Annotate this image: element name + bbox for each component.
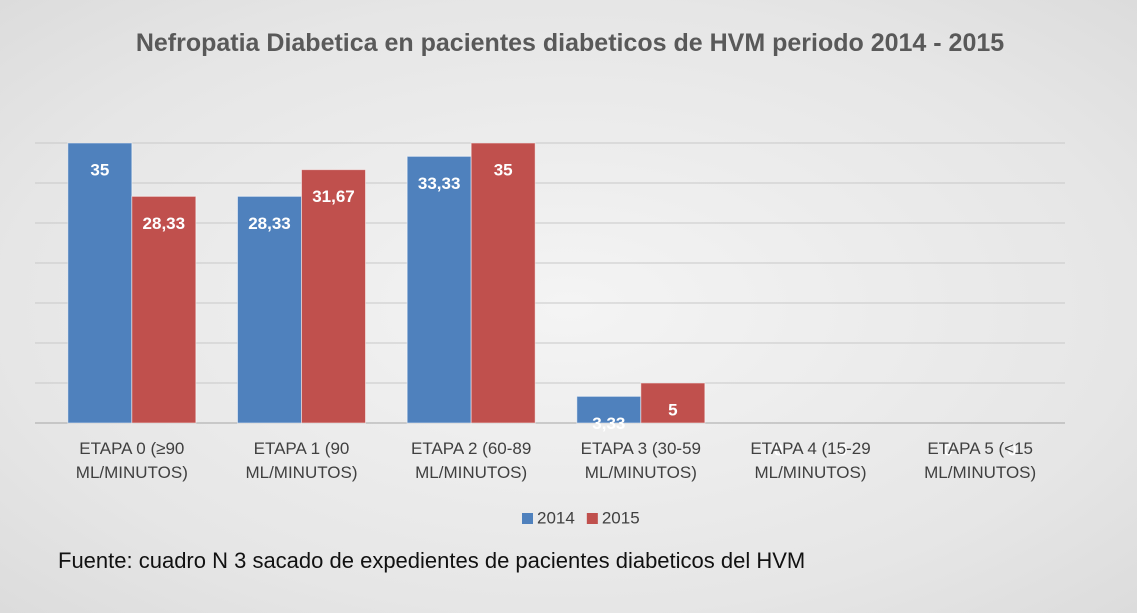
x-tick-label: ETAPA 3 (30-59 ML/MINUTOS) xyxy=(580,439,701,482)
value-label: 35 xyxy=(494,160,513,179)
bar xyxy=(640,382,706,424)
legend-label: 2015 xyxy=(602,508,640,527)
legend-swatch xyxy=(586,513,598,524)
x-tick-label: ETAPA 5 (<15 ML/MINUTOS) xyxy=(924,439,1037,482)
legend-label: 2014 xyxy=(537,508,575,527)
x-tick-label: ETAPA 4 (15-29 ML/MINUTOS) xyxy=(750,439,871,482)
source-note: Fuente: cuadro N 3 sacado de expedientes… xyxy=(58,548,806,573)
value-label: 0 xyxy=(774,440,783,459)
chart-title: Nefropatia Diabetica en pacientes diabet… xyxy=(135,29,1005,57)
bar xyxy=(470,142,536,424)
value-label: 31,67 xyxy=(312,187,355,206)
x-tick-label: ETAPA 2 (60-89 ML/MINUTOS) xyxy=(410,439,532,482)
bar xyxy=(67,142,133,424)
value-label: 3,33 xyxy=(592,414,625,433)
value-label: 0 xyxy=(1007,440,1016,459)
value-label: 0 xyxy=(838,440,847,459)
x-tick-label: ETAPA 1 (90 ML/MINUTOS) xyxy=(245,439,358,482)
value-label: 28,33 xyxy=(143,214,186,233)
value-label: 28,33 xyxy=(248,214,291,233)
bar xyxy=(131,195,197,424)
value-label: 33,33 xyxy=(418,174,461,193)
x-tick-label: ETAPA 0 (≥90 ML/MINUTOS) xyxy=(75,439,188,482)
bar xyxy=(406,155,472,424)
value-label: 0 xyxy=(943,440,952,459)
legend-swatch xyxy=(522,513,533,524)
bar xyxy=(237,195,302,424)
bar xyxy=(301,169,366,424)
value-label: 5 xyxy=(668,400,677,419)
value-label: 35 xyxy=(90,160,109,179)
